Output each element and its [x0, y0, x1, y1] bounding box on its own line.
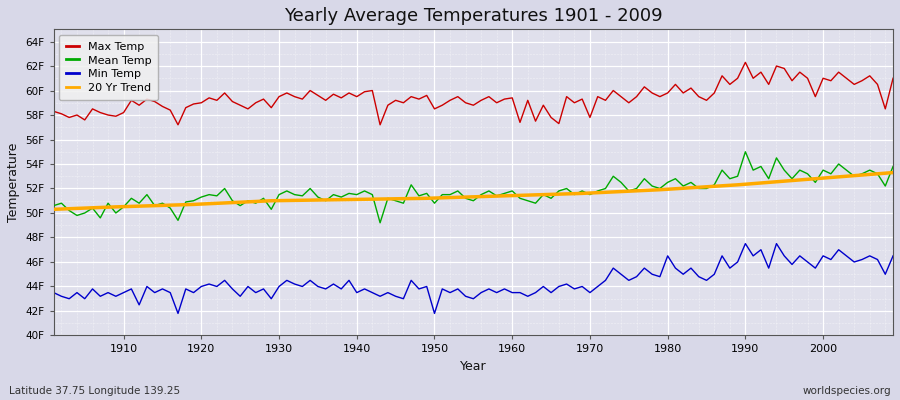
- Text: Latitude 37.75 Longitude 139.25: Latitude 37.75 Longitude 139.25: [9, 386, 180, 396]
- X-axis label: Year: Year: [460, 360, 487, 373]
- Title: Yearly Average Temperatures 1901 - 2009: Yearly Average Temperatures 1901 - 2009: [284, 7, 662, 25]
- Y-axis label: Temperature: Temperature: [7, 143, 20, 222]
- Legend: Max Temp, Mean Temp, Min Temp, 20 Yr Trend: Max Temp, Mean Temp, Min Temp, 20 Yr Tre…: [59, 35, 158, 100]
- Text: worldspecies.org: worldspecies.org: [803, 386, 891, 396]
